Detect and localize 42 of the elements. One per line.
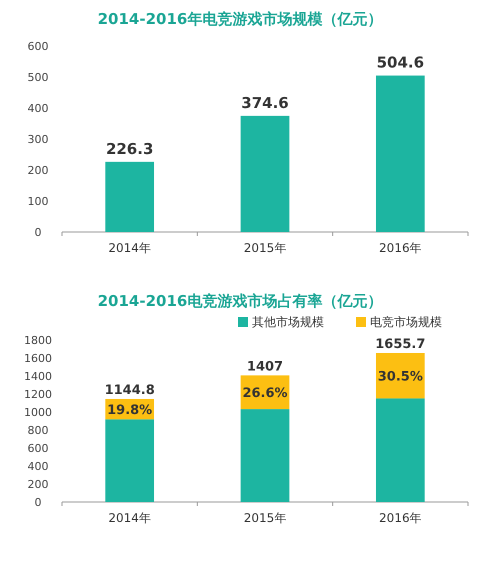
bar bbox=[240, 116, 290, 232]
x-tick-label: 2014年 bbox=[108, 241, 151, 255]
total-label: 1407 bbox=[246, 359, 284, 374]
y-tick-label: 300 bbox=[28, 133, 48, 146]
y-tick-label: 1000 bbox=[24, 406, 52, 419]
x-tick-label: 2015年 bbox=[244, 511, 286, 525]
bar bbox=[376, 398, 425, 502]
y-tick-label: 400 bbox=[28, 102, 48, 115]
y-tick-label: 600 bbox=[28, 40, 48, 53]
y-tick-label: 1600 bbox=[24, 352, 52, 365]
y-tick-label: 200 bbox=[28, 164, 48, 177]
y-tick-label: 500 bbox=[28, 71, 48, 84]
data-label: 374.6 bbox=[241, 94, 289, 112]
bar bbox=[105, 419, 154, 502]
x-tick-label: 2014年 bbox=[108, 511, 151, 525]
y-tick-label: 1200 bbox=[24, 388, 52, 401]
x-tick-label: 2016年 bbox=[379, 511, 422, 525]
legend-label: 其他市场规模 bbox=[252, 315, 324, 329]
y-tick-label: 0 bbox=[34, 226, 42, 239]
bar bbox=[240, 409, 290, 502]
y-tick-label: 800 bbox=[28, 424, 48, 437]
chart-title: 2014-2016电竞游戏市场占有率（亿元） bbox=[98, 292, 382, 310]
chart-title: 2014-2016年电竞游戏市场规模（亿元） bbox=[98, 10, 382, 28]
y-tick-label: 400 bbox=[28, 460, 48, 473]
annotation: 30.5% bbox=[378, 370, 423, 385]
y-tick-label: 100 bbox=[28, 195, 48, 208]
x-tick-label: 2016年 bbox=[379, 241, 422, 255]
y-tick-label: 600 bbox=[28, 442, 48, 455]
y-tick-label: 0 bbox=[34, 496, 42, 509]
total-label: 1655.7 bbox=[375, 336, 426, 352]
annotation: 26.6% bbox=[242, 386, 288, 402]
bar bbox=[376, 76, 425, 232]
legend-label: 电竞市场规模 bbox=[370, 315, 442, 329]
y-tick-label: 200 bbox=[28, 478, 48, 491]
y-tick-label: 1800 bbox=[24, 334, 52, 347]
total-label: 1144.8 bbox=[104, 382, 155, 398]
data-label: 226.3 bbox=[106, 140, 154, 158]
y-tick-label: 1400 bbox=[24, 370, 52, 383]
data-label: 504.6 bbox=[376, 54, 424, 72]
bar bbox=[105, 162, 154, 232]
x-tick-label: 2015年 bbox=[244, 241, 286, 255]
annotation: 19.8% bbox=[107, 403, 152, 418]
